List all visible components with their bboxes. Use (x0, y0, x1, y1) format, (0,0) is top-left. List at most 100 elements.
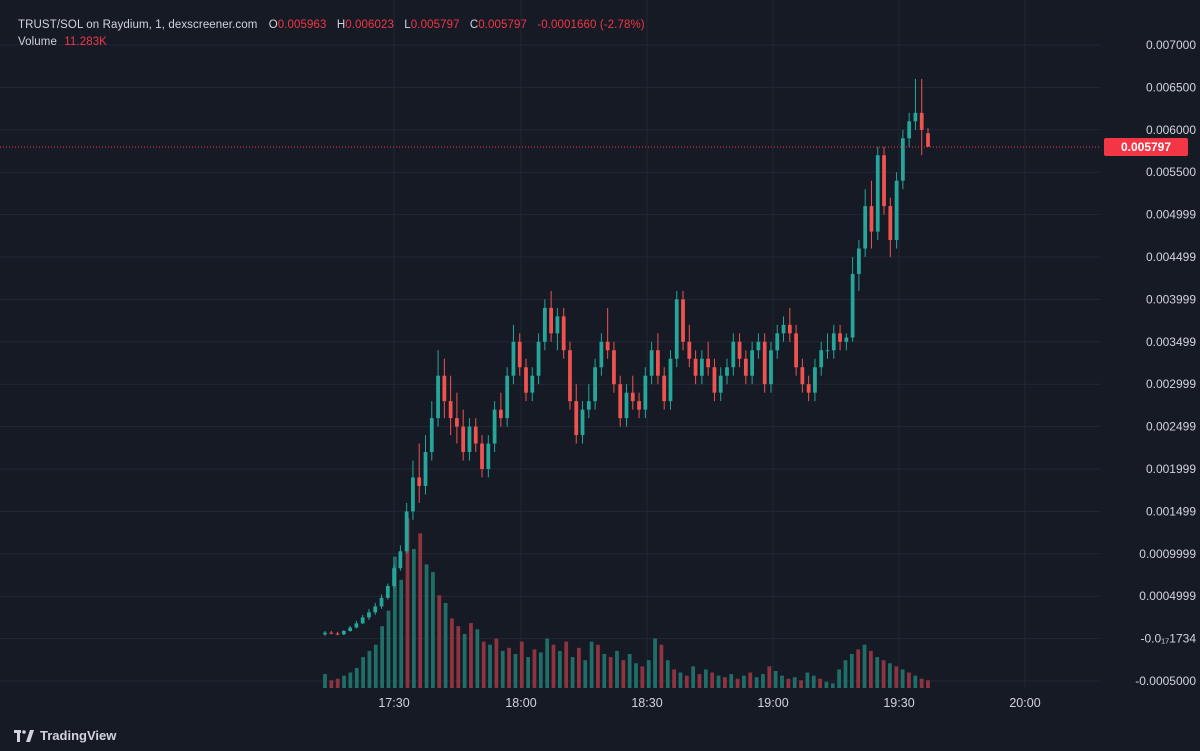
candle-body (586, 401, 591, 410)
volume-bar (773, 671, 778, 688)
y-tick-label: 0.001499 (1146, 504, 1196, 518)
candle-body (630, 392, 635, 402)
candle-body (857, 248, 861, 274)
volume-bar (735, 678, 740, 688)
price-scale[interactable]: 0.007000 0.006500 0.006000 0.005500 0.004999… (1100, 0, 1200, 688)
open-value: 0.005963 (277, 19, 327, 31)
volume-bar (780, 675, 784, 688)
candle-body (423, 452, 428, 486)
volume-bar (868, 650, 873, 688)
volume-bar (462, 633, 467, 688)
candle-body (775, 333, 780, 351)
symbol-label[interactable]: TRUST/SOL on Raydium, 1, dexscreener.com (18, 19, 258, 31)
candle-body (907, 121, 912, 139)
candle-body (894, 180, 899, 241)
volume-bar (418, 533, 423, 688)
candle-body (417, 477, 422, 486)
candle-body (348, 627, 353, 631)
candle-body (542, 307, 547, 342)
volume-bar (926, 680, 930, 688)
volume-bar (754, 677, 759, 688)
candle-body (379, 597, 384, 607)
volume-bar (551, 644, 556, 688)
high-label: H (336, 19, 346, 31)
volume-bar (348, 672, 353, 688)
close-label: C (469, 19, 479, 31)
volume-label[interactable]: Volume (18, 36, 57, 48)
y-tick-label: 0.006000 (1146, 123, 1196, 137)
candle-body (480, 443, 484, 469)
volume-bar (849, 654, 854, 688)
candle-body (360, 617, 365, 624)
volume-bar (818, 678, 822, 688)
volume-bar (786, 678, 791, 688)
volume-bar (799, 680, 803, 688)
candle-body (354, 623, 359, 628)
candle-body (436, 375, 440, 419)
candle-body (662, 375, 667, 402)
candle-body (919, 112, 924, 130)
candle-body (900, 138, 905, 181)
volume-bar (659, 644, 664, 688)
volume-bar (856, 649, 861, 688)
volume-bar (729, 674, 734, 688)
volume-bar (684, 675, 689, 688)
candle-body (455, 418, 459, 427)
ohlc-row: TRUST/SOL on Raydium, 1, dexscreener.com… (18, 17, 645, 34)
time-scale[interactable]: 17:30 18:00 18:30 19:00 19:30 20:00 (0, 688, 1100, 720)
low-value: 0.005797 (410, 19, 460, 31)
volume-bar (881, 660, 886, 688)
candle-body (649, 350, 654, 376)
candle-body (404, 511, 409, 552)
volume-bar (722, 677, 727, 688)
candle-body (643, 375, 648, 410)
volume-bar (697, 674, 702, 688)
candle-body (599, 341, 604, 368)
volume-bar (615, 650, 619, 688)
y-tick-label: 0.003499 (1146, 335, 1196, 349)
candle-body (806, 384, 811, 393)
candle-body (329, 632, 334, 634)
volume-bar (519, 641, 524, 688)
candle-body (448, 401, 453, 419)
candle-body (674, 299, 679, 359)
volume-bar (919, 678, 924, 688)
volume-bar (862, 644, 867, 688)
tradingview-logo[interactable]: TradingView (14, 728, 116, 743)
y-tick-label: 0.0009999 (1139, 547, 1196, 561)
volume-bar (691, 666, 696, 688)
candle-body (467, 426, 472, 453)
candle-body (706, 358, 711, 368)
volume-bar (602, 654, 607, 688)
candle-body (800, 367, 805, 385)
volume-bar (494, 638, 499, 688)
y-tick-label: 0.007000 (1146, 38, 1196, 52)
y-tick-label: 0.002499 (1146, 420, 1196, 434)
volume-bar (913, 675, 918, 688)
candle-body (517, 341, 522, 368)
y-tick-label: -0.0₁₇1734 (1140, 632, 1196, 646)
volume-bar (710, 672, 715, 688)
volume-bar (583, 660, 588, 688)
candle-body (473, 426, 478, 444)
x-tick-label: 17:30 (378, 696, 409, 710)
volume-bar (907, 672, 911, 688)
price-chart[interactable] (0, 0, 1100, 688)
candle-body (574, 401, 579, 436)
candle-body (838, 333, 842, 342)
candle-body (888, 206, 893, 241)
volume-bar (748, 672, 753, 688)
candle-body (568, 350, 572, 402)
candle-body (536, 341, 541, 376)
candle-body (593, 367, 597, 402)
candle-body (555, 316, 560, 334)
volume-bar (894, 666, 899, 688)
candle-body (492, 409, 497, 444)
chart-area[interactable]: TRUST/SOL on Raydium, 1, dexscreener.com… (0, 0, 1100, 688)
y-tick-label: 0.006500 (1146, 80, 1196, 94)
candle-body (794, 333, 798, 368)
footer: TradingView (0, 720, 1200, 751)
volume-bar (665, 660, 670, 688)
candle-body (731, 341, 736, 368)
candle-body (863, 206, 868, 249)
